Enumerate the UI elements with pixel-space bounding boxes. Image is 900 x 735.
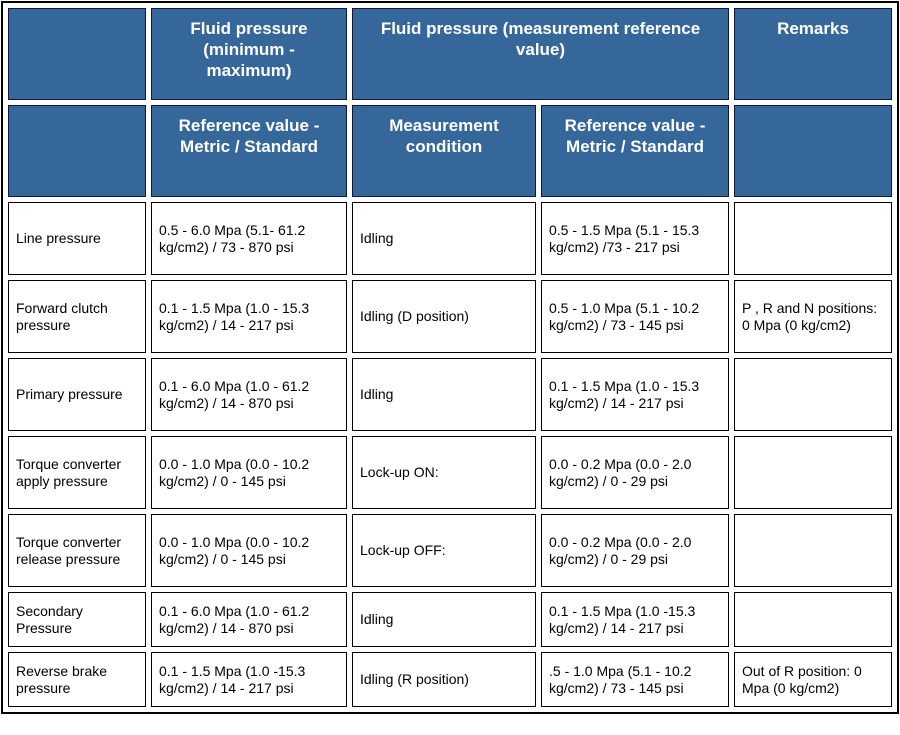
row-label-cell: Secondary Pressure bbox=[8, 592, 146, 647]
header-row-2: Reference value - Metric / Standard Meas… bbox=[8, 105, 892, 197]
min-max-cell: 0.1 - 6.0 Mpa (1.0 - 61.2 kg/cm2) / 14 -… bbox=[151, 358, 347, 431]
subheader-reference-value: Reference value - Metric / Standard bbox=[541, 105, 729, 197]
remarks-cell bbox=[734, 202, 892, 275]
table-row: Secondary Pressure 0.1 - 6.0 Mpa (1.0 - … bbox=[8, 592, 892, 647]
min-max-cell: 0.1 - 6.0 Mpa (1.0 - 61.2 kg/cm2) / 14 -… bbox=[151, 592, 347, 647]
condition-cell: Lock-up OFF: bbox=[352, 514, 536, 587]
condition-cell: Idling (D position) bbox=[352, 280, 536, 353]
reference-cell: .5 - 1.0 Mpa (5.1 - 10.2 kg/cm2) / 73 - … bbox=[541, 652, 729, 707]
table-row: Torque converter apply pressure 0.0 - 1.… bbox=[8, 436, 892, 509]
min-max-cell: 0.0 - 1.0 Mpa (0.0 - 10.2 kg/cm2) / 0 - … bbox=[151, 514, 347, 587]
condition-cell: Idling bbox=[352, 202, 536, 275]
condition-cell: Lock-up ON: bbox=[352, 436, 536, 509]
subheader-corner-cell bbox=[8, 105, 146, 197]
row-label-cell: Reverse brake pressure bbox=[8, 652, 146, 707]
table-row: Forward clutch pressure 0.1 - 1.5 Mpa (1… bbox=[8, 280, 892, 353]
reference-cell: 0.5 - 1.5 Mpa (5.1 - 15.3 kg/cm2) /73 - … bbox=[541, 202, 729, 275]
remarks-cell bbox=[734, 436, 892, 509]
min-max-cell: 0.1 - 1.5 Mpa (1.0 -15.3 kg/cm2) / 14 - … bbox=[151, 652, 347, 707]
min-max-cell: 0.0 - 1.0 Mpa (0.0 - 10.2 kg/cm2) / 0 - … bbox=[151, 436, 347, 509]
remarks-cell bbox=[734, 592, 892, 647]
row-label-cell: Forward clutch pressure bbox=[8, 280, 146, 353]
table-row: Reverse brake pressure 0.1 - 1.5 Mpa (1.… bbox=[8, 652, 892, 707]
subheader-remarks-empty bbox=[734, 105, 892, 197]
reference-cell: 0.5 - 1.0 Mpa (5.1 - 10.2 kg/cm2) / 73 -… bbox=[541, 280, 729, 353]
reference-cell: 0.0 - 0.2 Mpa (0.0 - 2.0 kg/cm2) / 0 - 2… bbox=[541, 436, 729, 509]
condition-cell: Idling (R position) bbox=[352, 652, 536, 707]
remarks-cell: P , R and N positions: 0 Mpa (0 kg/cm2) bbox=[734, 280, 892, 353]
header-min-max: Fluid pressure (minimum - maximum) bbox=[151, 8, 347, 100]
subheader-measurement-condition: Measurement condition bbox=[352, 105, 536, 197]
row-label-cell: Torque converter release pressure bbox=[8, 514, 146, 587]
remarks-cell: Out of R position: 0 Mpa (0 kg/cm2) bbox=[734, 652, 892, 707]
reference-cell: 0.0 - 0.2 Mpa (0.0 - 2.0 kg/cm2) / 0 - 2… bbox=[541, 514, 729, 587]
header-row-1: Fluid pressure (minimum - maximum) Fluid… bbox=[8, 8, 892, 100]
reference-cell: 0.1 - 1.5 Mpa (1.0 -15.3 kg/cm2) / 14 - … bbox=[541, 592, 729, 647]
table-row: Primary pressure 0.1 - 6.0 Mpa (1.0 - 61… bbox=[8, 358, 892, 431]
table-row: Line pressure 0.5 - 6.0 Mpa (5.1- 61.2 k… bbox=[8, 202, 892, 275]
remarks-cell bbox=[734, 358, 892, 431]
header-corner-cell bbox=[8, 8, 146, 100]
table-row: Torque converter release pressure 0.0 - … bbox=[8, 514, 892, 587]
min-max-cell: 0.1 - 1.5 Mpa (1.0 - 15.3 kg/cm2) / 14 -… bbox=[151, 280, 347, 353]
row-label-cell: Primary pressure bbox=[8, 358, 146, 431]
condition-cell: Idling bbox=[352, 358, 536, 431]
row-label-cell: Torque converter apply pressure bbox=[8, 436, 146, 509]
row-label-cell: Line pressure bbox=[8, 202, 146, 275]
min-max-cell: 0.5 - 6.0 Mpa (5.1- 61.2 kg/cm2) / 73 - … bbox=[151, 202, 347, 275]
remarks-cell bbox=[734, 514, 892, 587]
reference-cell: 0.1 - 1.5 Mpa (1.0 - 15.3 kg/cm2) / 14 -… bbox=[541, 358, 729, 431]
subheader-reference-value-minmax: Reference value - Metric / Standard bbox=[151, 105, 347, 197]
condition-cell: Idling bbox=[352, 592, 536, 647]
header-measurement-reference: Fluid pressure (measurement reference va… bbox=[352, 8, 729, 100]
header-remarks: Remarks bbox=[734, 8, 892, 100]
fluid-pressure-table: Fluid pressure (minimum - maximum) Fluid… bbox=[1, 1, 899, 714]
